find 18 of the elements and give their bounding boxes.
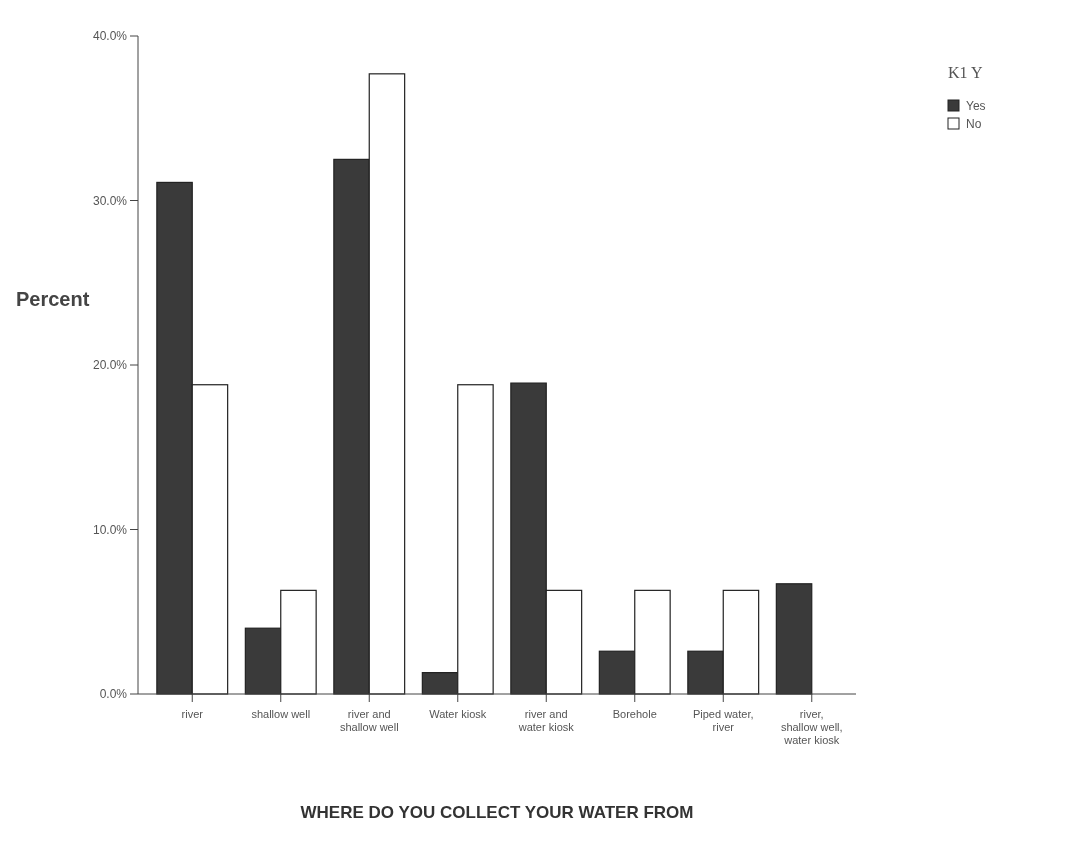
legend-label: Yes: [966, 99, 986, 114]
x-tick-label: Water kiosk: [429, 708, 487, 720]
legend-label: No: [966, 117, 982, 132]
x-tick-label: river and water kiosk: [517, 708, 575, 733]
legend-title: K1 Y: [948, 64, 983, 81]
y-tick-label: 30.0%: [92, 193, 128, 208]
x-tick-label: Piped water, river: [692, 708, 754, 733]
y-tick-label: 0.0%: [99, 687, 128, 702]
x-tick-label: Borehole: [612, 708, 657, 720]
y-tick-label: 20.0%: [92, 358, 128, 373]
x-tick-label: shallow well: [251, 708, 311, 720]
x-tick-label: river, shallow well, water kiosk: [780, 708, 843, 746]
x-tick-label: river and shallow well: [339, 708, 399, 733]
y-tick-label: 40.0%: [92, 29, 128, 44]
y-tick-label: 10.0%: [92, 522, 128, 537]
x-axis-title: WHERE DO YOU COLLECT YOUR WATER FROM: [300, 803, 694, 822]
x-tick-label: river: [181, 708, 204, 720]
y-axis-title: Percent: [16, 288, 90, 310]
